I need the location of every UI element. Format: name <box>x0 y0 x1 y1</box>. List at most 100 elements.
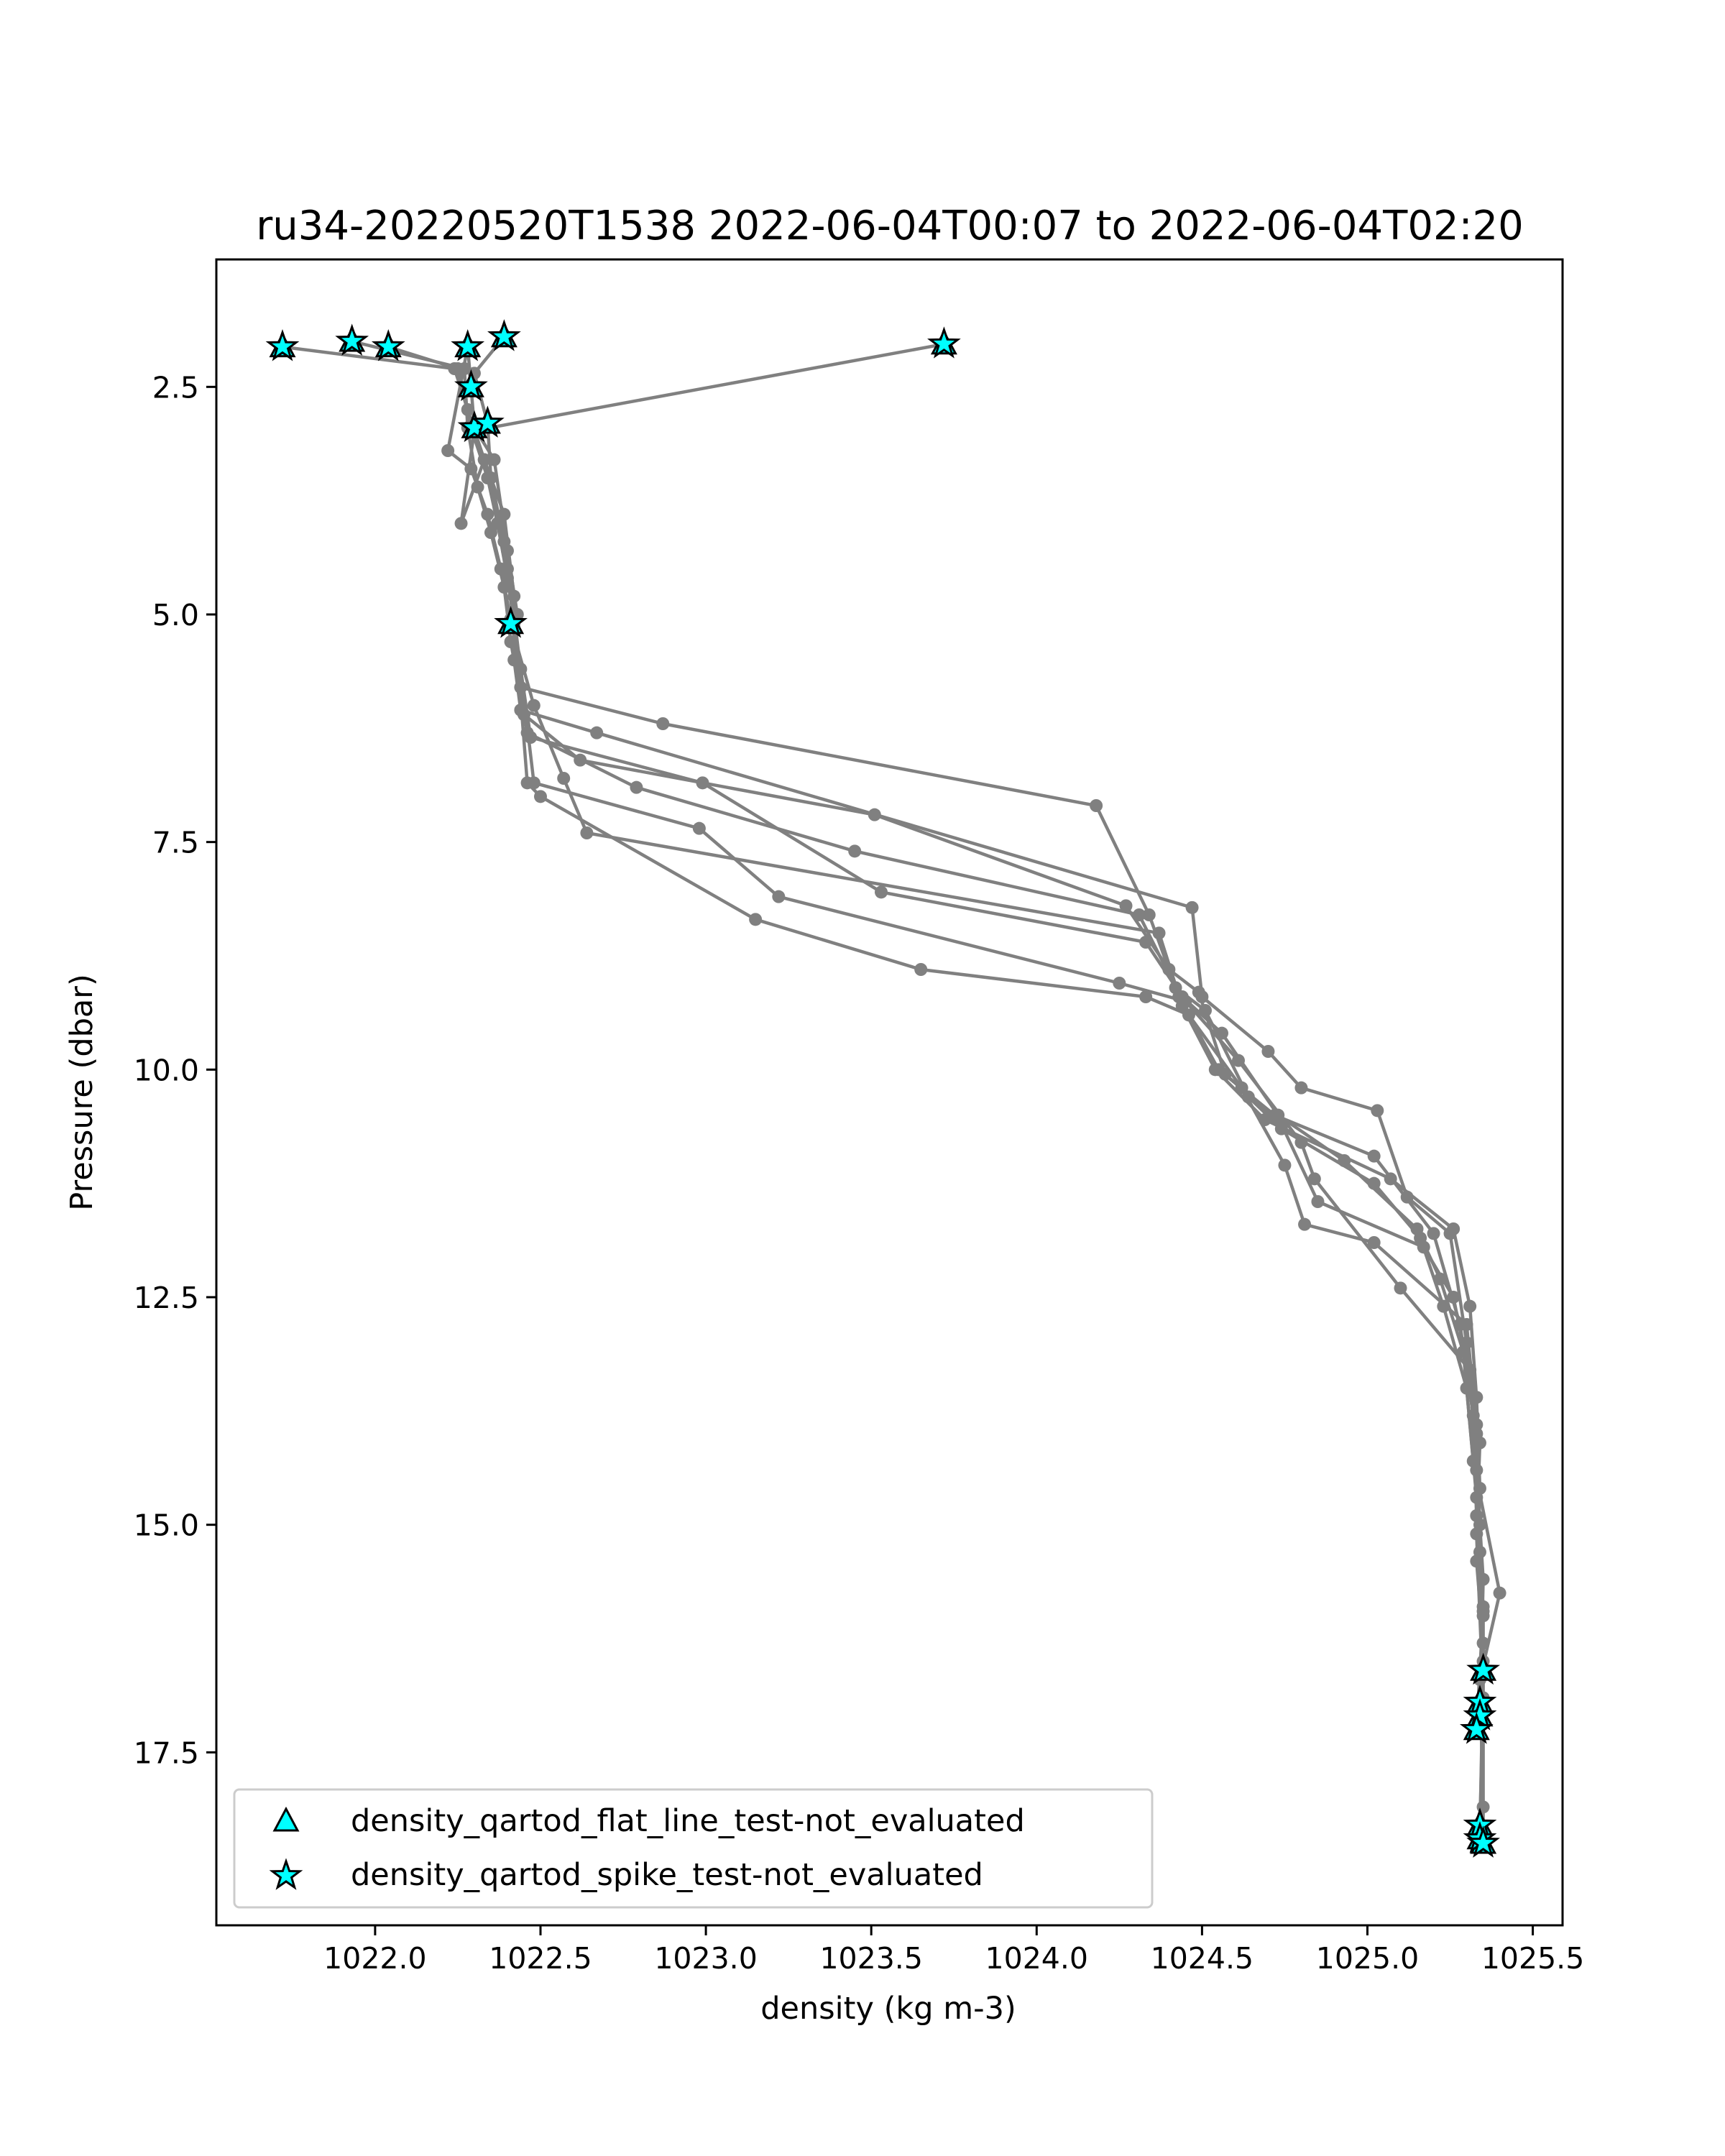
data-point <box>580 826 594 839</box>
data-point <box>1139 936 1153 949</box>
data-point <box>1427 1227 1440 1240</box>
data-point <box>1185 900 1199 914</box>
data-point <box>749 913 763 926</box>
y-tick-label: 5.0 <box>152 598 199 632</box>
legend-box <box>233 1788 1154 1909</box>
data-point <box>1470 1554 1484 1568</box>
x-tick-label: 1022.5 <box>489 1941 592 1976</box>
legend-entry-flat-line: density_qartod_flat_line_test-not_evalua… <box>351 1803 1025 1839</box>
spike-flag-marker <box>927 326 961 359</box>
data-point <box>1384 1172 1397 1186</box>
data-point <box>477 453 491 466</box>
y-tick-label: 12.5 <box>134 1281 199 1315</box>
spike-flag-marker <box>335 323 369 356</box>
data-point <box>527 699 540 712</box>
spike-flag-marker <box>371 329 405 361</box>
data-point <box>481 507 494 521</box>
legend-swatch-triangle <box>272 1806 300 1832</box>
plot-markers <box>265 319 1500 1858</box>
spike-flag-marker <box>451 329 485 361</box>
data-point <box>497 535 511 548</box>
y-tick-label: 2.5 <box>152 370 199 405</box>
data-point <box>1278 1158 1292 1172</box>
data-point <box>1142 908 1156 921</box>
data-point <box>1371 1104 1384 1118</box>
data-point <box>1152 926 1166 940</box>
data-point <box>1258 1113 1271 1126</box>
data-point <box>1232 1054 1246 1067</box>
data-point <box>1433 1272 1447 1286</box>
y-tick-label: 17.5 <box>134 1736 199 1770</box>
data-point <box>484 471 497 484</box>
data-point <box>1456 1345 1470 1358</box>
data-point <box>1367 1236 1381 1249</box>
data-point <box>1463 1299 1477 1313</box>
x-tick-label: 1022.0 <box>323 1941 426 1976</box>
spike-flag-marker <box>487 319 521 351</box>
spike-flag-marker <box>1466 1652 1500 1685</box>
y-axis-ticks: 2.5 5.0 7.5 10.0 12.5 15.0 17.5 <box>134 370 216 1770</box>
profile-line <box>509 623 1485 1843</box>
data-point <box>1113 977 1126 990</box>
data-point <box>630 780 643 794</box>
data-point <box>557 772 571 785</box>
data-point <box>772 890 786 903</box>
x-tick-label: 1024.0 <box>985 1941 1088 1976</box>
data-point <box>1261 1045 1275 1058</box>
data-point <box>692 821 706 835</box>
data-point <box>1394 1281 1407 1295</box>
data-point <box>1447 1291 1460 1304</box>
data-point <box>1208 1063 1222 1077</box>
data-point <box>874 885 888 899</box>
data-point <box>868 808 881 821</box>
x-axis-ticks: 1022.0 1022.5 1023.0 1023.5 1024.0 1024.5 1025… <box>323 1925 1584 1976</box>
plot-lines <box>276 330 1506 1850</box>
data-point <box>1132 908 1146 921</box>
data-point <box>1367 1149 1381 1163</box>
data-point <box>1307 1172 1321 1186</box>
x-tick-label: 1025.5 <box>1481 1941 1584 1976</box>
x-tick-label: 1023.5 <box>819 1941 922 1976</box>
data-point <box>1493 1586 1506 1600</box>
spike-flag-marker <box>454 369 488 402</box>
profile-line <box>446 346 1501 1807</box>
data-point <box>1298 1217 1312 1231</box>
data-point <box>848 844 862 858</box>
data-point <box>533 790 547 803</box>
data-point <box>914 963 928 976</box>
data-point <box>1470 1391 1484 1404</box>
data-point <box>1192 985 1205 999</box>
y-tick-label: 10.0 <box>134 1053 199 1087</box>
data-point <box>1119 899 1133 913</box>
y-axis-label: Pressure (dbar) <box>64 974 100 1210</box>
data-point <box>441 444 455 457</box>
data-point <box>497 507 511 521</box>
legend-swatch-star <box>269 1858 303 1890</box>
data-point <box>696 776 709 790</box>
spike-flag-marker <box>494 606 528 638</box>
x-axis-label: density (kg m-3) <box>760 1991 1016 2027</box>
y-tick-label: 15.0 <box>134 1508 199 1543</box>
plot-frame <box>215 258 1564 1927</box>
data-point <box>1294 1081 1308 1095</box>
data-point <box>1447 1222 1460 1235</box>
data-point <box>1476 1636 1490 1650</box>
data-point <box>454 517 468 530</box>
data-point <box>1090 799 1103 812</box>
y-tick-label: 7.5 <box>152 826 199 860</box>
chart-title: ru34-20220520T1538 2022-06-04T00:07 to 2… <box>256 203 1523 249</box>
x-tick-label: 1025.0 <box>1316 1941 1419 1976</box>
data-point <box>520 776 534 790</box>
data-point <box>1473 1482 1486 1495</box>
spike-flag-marker <box>1459 1712 1494 1744</box>
legend-entry-spike: density_qartod_spike_test-not_evaluated <box>351 1857 983 1893</box>
data-point <box>1139 990 1153 1003</box>
data-point <box>1175 999 1189 1013</box>
spike-flag-marker <box>471 405 505 438</box>
data-point <box>1410 1222 1424 1235</box>
x-tick-label: 1024.5 <box>1151 1941 1254 1976</box>
legend: density_qartod_flat_line_test-not_evalua… <box>233 1788 1154 1909</box>
x-tick-label: 1023.0 <box>654 1941 757 1976</box>
spike-flag-marker <box>1466 1825 1500 1858</box>
